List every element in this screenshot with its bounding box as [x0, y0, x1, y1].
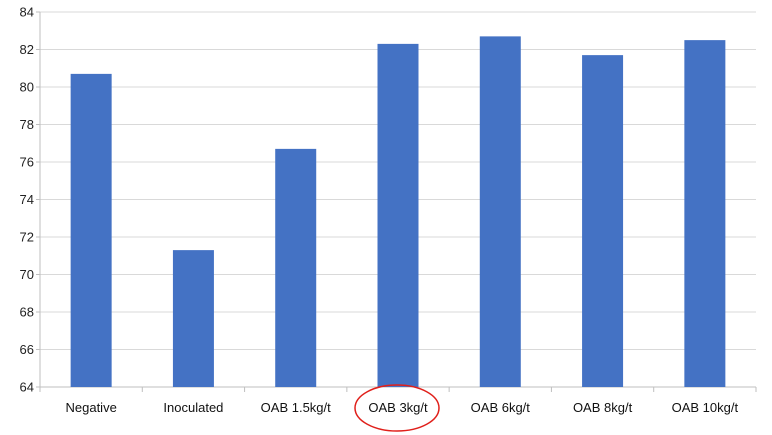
y-tick-label: 84 [20, 5, 34, 20]
y-tick-label: 78 [20, 117, 34, 132]
bar [479, 36, 521, 387]
x-category-labels: Negative Inoculated OAB 1.5kg/t OAB 3kg/t OA… [65, 400, 738, 415]
bar [70, 73, 112, 387]
x-tick-label: OAB 8kg/t [573, 400, 633, 415]
bar [582, 55, 624, 387]
y-tick-label: 82 [20, 42, 34, 57]
x-tick-label: OAB 1.5kg/t [261, 400, 331, 415]
bar [172, 250, 214, 387]
x-tick-label: OAB 10kg/t [672, 400, 739, 415]
highlight-ellipse [354, 384, 440, 432]
x-tick-label: Inoculated [163, 400, 223, 415]
annotations [354, 384, 440, 432]
y-tick-label: 72 [20, 230, 34, 245]
bar [275, 148, 317, 387]
y-tick-labels: 64 66 68 70 72 74 76 78 80 82 84 [20, 5, 34, 395]
bar [377, 43, 419, 387]
x-tick-label: Negative [65, 400, 116, 415]
y-tick-label: 66 [20, 342, 34, 357]
y-tick-label: 74 [20, 192, 34, 207]
x-tick-label: OAB 6kg/t [471, 400, 531, 415]
y-tick-label: 70 [20, 267, 34, 282]
y-tick-label: 80 [20, 80, 34, 95]
y-tick-label: 76 [20, 155, 34, 170]
y-tick-label: 68 [20, 305, 34, 320]
y-tick-label: 64 [20, 380, 34, 395]
bars [70, 36, 726, 387]
bar [684, 40, 726, 387]
x-tick-label: OAB 3kg/t [368, 400, 428, 415]
